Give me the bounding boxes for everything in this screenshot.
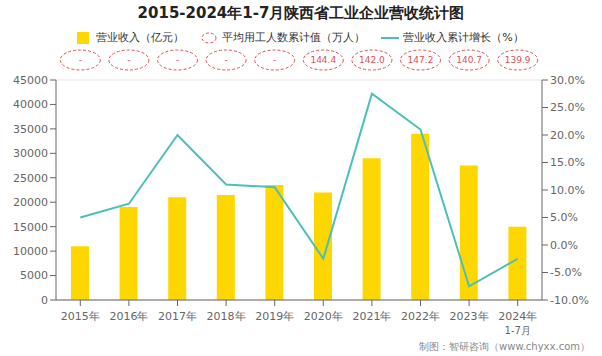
- svg-text:10000: 10000: [13, 245, 48, 258]
- svg-text:30000: 30000: [13, 147, 48, 160]
- svg-text:-: -: [127, 55, 130, 65]
- svg-text:140.7: 140.7: [456, 55, 482, 65]
- html-text:平均用工人数累计值（万人）: 平均用工人数累计值（万人）: [222, 31, 366, 44]
- svg-text:2019年: 2019年: [255, 310, 294, 323]
- svg-text:35000: 35000: [13, 123, 48, 136]
- svg-text:-: -: [176, 55, 179, 65]
- svg-text:2016年: 2016年: [109, 310, 148, 323]
- svg-text:25000: 25000: [13, 172, 48, 185]
- html-text:营业收入累计增长（%）: 营业收入累计增长（%）: [403, 31, 524, 44]
- svg-text:45000: 45000: [13, 74, 48, 87]
- svg-text:5.0%: 5.0%: [550, 211, 578, 224]
- svg-text:144.4: 144.4: [310, 55, 336, 65]
- svg-text:2020年: 2020年: [304, 310, 343, 323]
- svg-text:15.0%: 15.0%: [550, 156, 585, 169]
- svg-text:142.0: 142.0: [359, 55, 385, 65]
- svg-text:2018年: 2018年: [207, 310, 246, 323]
- svg-text:2024年: 2024年: [498, 310, 537, 323]
- svg-text:2017年: 2017年: [158, 310, 197, 323]
- svg-text:20000: 20000: [13, 196, 48, 209]
- svg-text:30.0%: 30.0%: [550, 74, 585, 87]
- svg-text:15000: 15000: [13, 221, 48, 234]
- svg-text:1-7月: 1-7月: [505, 325, 531, 336]
- svg-text:139.9: 139.9: [505, 55, 531, 65]
- svg-text:2023年: 2023年: [450, 310, 489, 323]
- svg-text:0.0%: 0.0%: [550, 239, 578, 252]
- svg-text:20.0%: 20.0%: [550, 129, 585, 142]
- svg-text:-: -: [79, 55, 82, 65]
- html-text:营业收入（亿元）: 营业收入（亿元）: [96, 31, 185, 44]
- svg-text:-: -: [224, 55, 227, 65]
- svg-text:-: -: [273, 55, 276, 65]
- html-text:2015-2024年1-7月陕西省工业企业营收统计图: 2015-2024年1-7月陕西省工业企业营收统计图: [137, 4, 465, 22]
- svg-text:147.2: 147.2: [408, 55, 434, 65]
- svg-text:2015年: 2015年: [61, 310, 100, 323]
- svg-text:25.0%: 25.0%: [550, 101, 585, 114]
- svg-text:10.0%: 10.0%: [550, 184, 585, 197]
- svg-text:2022年: 2022年: [401, 310, 440, 323]
- svg-text:2021年: 2021年: [352, 310, 391, 323]
- svg-text:-10.0%: -10.0%: [550, 294, 589, 307]
- html-text:制图：智研咨询（www.chyxx.com）: 制图：智研咨询（www.chyxx.com）: [419, 341, 590, 352]
- svg-text:5000: 5000: [20, 269, 48, 282]
- svg-text:-5.0%: -5.0%: [550, 266, 582, 279]
- svg-text:0: 0: [41, 294, 48, 307]
- svg-text:40000: 40000: [13, 98, 48, 111]
